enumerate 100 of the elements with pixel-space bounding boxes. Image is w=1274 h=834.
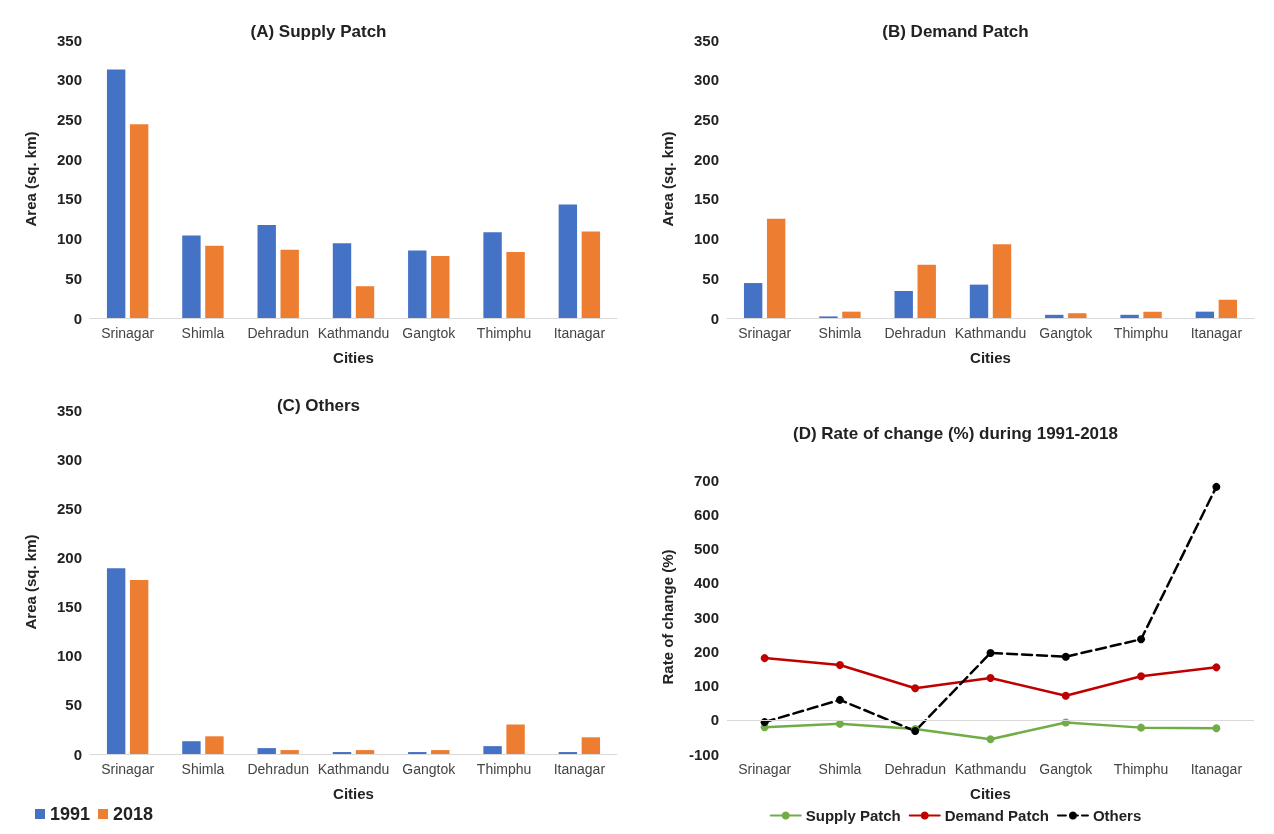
bar	[894, 290, 913, 318]
legend-label: Supply Patch	[805, 807, 901, 824]
bar	[205, 245, 224, 318]
bar	[992, 244, 1012, 318]
x-tick-label: Dehradun	[884, 761, 946, 777]
y-tick-label: 0	[710, 309, 719, 327]
bar	[129, 580, 149, 754]
y-tick-label: 0	[73, 745, 82, 763]
bar	[408, 250, 427, 318]
x-tick-label: Gangtok	[402, 761, 457, 777]
y-tick-label: 400	[693, 574, 719, 592]
x-tick-label: Kathmandu	[317, 325, 390, 341]
y-tick-label: 200	[693, 150, 719, 168]
y-tick-label: 50	[65, 696, 82, 714]
point	[1061, 652, 1070, 661]
bar	[257, 225, 276, 318]
y-axis-title: Area (sq. km)	[22, 131, 39, 227]
y-tick-label: 100	[693, 677, 719, 694]
bar	[431, 750, 450, 754]
x-tick-label: Srinagar	[101, 325, 155, 341]
y-tick-label: 350	[56, 31, 82, 49]
y-axis-title: Area (sq. km)	[659, 131, 676, 227]
y-tick-label: 600	[693, 505, 719, 523]
bar	[483, 746, 502, 754]
point	[911, 684, 920, 693]
bar	[743, 283, 763, 318]
x-tick-label: Dehradun	[247, 761, 309, 777]
point	[1137, 672, 1146, 681]
x-axis-title: Cities	[970, 349, 1011, 366]
y-tick-label: 150	[56, 190, 82, 208]
x-axis-title: Cities	[333, 349, 374, 366]
point	[1137, 723, 1146, 732]
point	[986, 735, 995, 744]
x-tick-label: Dehradun	[884, 325, 946, 341]
bar	[1120, 314, 1139, 318]
y-tick-label: 50	[65, 269, 82, 287]
y-tick-label: 500	[693, 540, 719, 557]
x-tick-label: Shimla	[818, 761, 862, 777]
y-tick-label: 250	[693, 110, 719, 128]
y-tick-label: 100	[693, 230, 719, 248]
y-tick-label: 200	[56, 548, 82, 566]
bar	[969, 284, 989, 318]
point	[1137, 635, 1146, 644]
bar	[842, 311, 861, 318]
y-tick-label: 300	[56, 71, 82, 89]
x-tick-label: Itanagar	[1190, 325, 1243, 341]
y-tick-label: 0	[710, 711, 719, 729]
y-tick-label: 150	[56, 598, 82, 616]
point	[1212, 663, 1221, 672]
bar	[280, 249, 299, 318]
bar	[182, 741, 201, 754]
legend-label: 2018	[113, 804, 154, 824]
x-tick-label: Thimphu	[476, 325, 532, 341]
y-tick-label: 150	[693, 190, 719, 208]
x-tick-label: Itanagar	[553, 325, 606, 341]
bar	[1195, 311, 1215, 318]
bar	[506, 724, 525, 754]
bar	[205, 736, 224, 754]
y-tick-label: 350	[693, 31, 719, 49]
x-axis-title: Cities	[970, 785, 1011, 802]
x-tick-label: Kathmandu	[954, 325, 1027, 341]
chart-title: (B) Demand Patch	[882, 22, 1029, 41]
bar	[1045, 314, 1064, 318]
x-tick-label: Kathmandu	[317, 761, 390, 777]
x-tick-label: Thimphu	[476, 761, 532, 777]
y-axis-title: Rate of change (%)	[659, 549, 676, 685]
x-tick-label: Dehradun	[247, 325, 309, 341]
y-tick-label: 350	[56, 401, 82, 419]
point	[835, 695, 844, 704]
y-tick-label: 100	[56, 230, 82, 248]
point	[986, 673, 995, 682]
bar	[581, 231, 601, 318]
bar	[106, 69, 126, 318]
x-tick-label: Shimla	[181, 761, 225, 777]
x-tick-label: Gangtok	[402, 325, 457, 341]
x-tick-label: Shimla	[818, 325, 862, 341]
x-axis-title: Cities	[333, 785, 374, 802]
point	[835, 719, 844, 728]
bar	[106, 568, 126, 754]
bar	[581, 737, 601, 754]
legend-label: Demand Patch	[944, 807, 1049, 824]
y-tick-label: 100	[56, 647, 82, 665]
y-tick-label: 250	[56, 110, 82, 128]
x-tick-label: Kathmandu	[954, 761, 1027, 777]
y-tick-label: 0	[73, 309, 82, 327]
x-tick-label: Itanagar	[1190, 761, 1243, 777]
bar	[917, 264, 936, 318]
x-tick-label: Thimphu	[1113, 761, 1169, 777]
bar	[257, 748, 276, 754]
x-tick-label: Srinagar	[738, 325, 792, 341]
y-tick-label: 250	[56, 499, 82, 517]
x-tick-label: Srinagar	[738, 761, 792, 777]
point	[1212, 724, 1221, 733]
legend-label: 1991	[50, 804, 91, 824]
bar	[129, 124, 149, 318]
bar	[1218, 299, 1238, 318]
y-tick-label: 200	[693, 642, 719, 660]
x-tick-label: Thimphu	[1113, 325, 1169, 341]
x-tick-label: Gangtok	[1039, 761, 1094, 777]
y-axis-title: Area (sq. km)	[22, 534, 39, 630]
